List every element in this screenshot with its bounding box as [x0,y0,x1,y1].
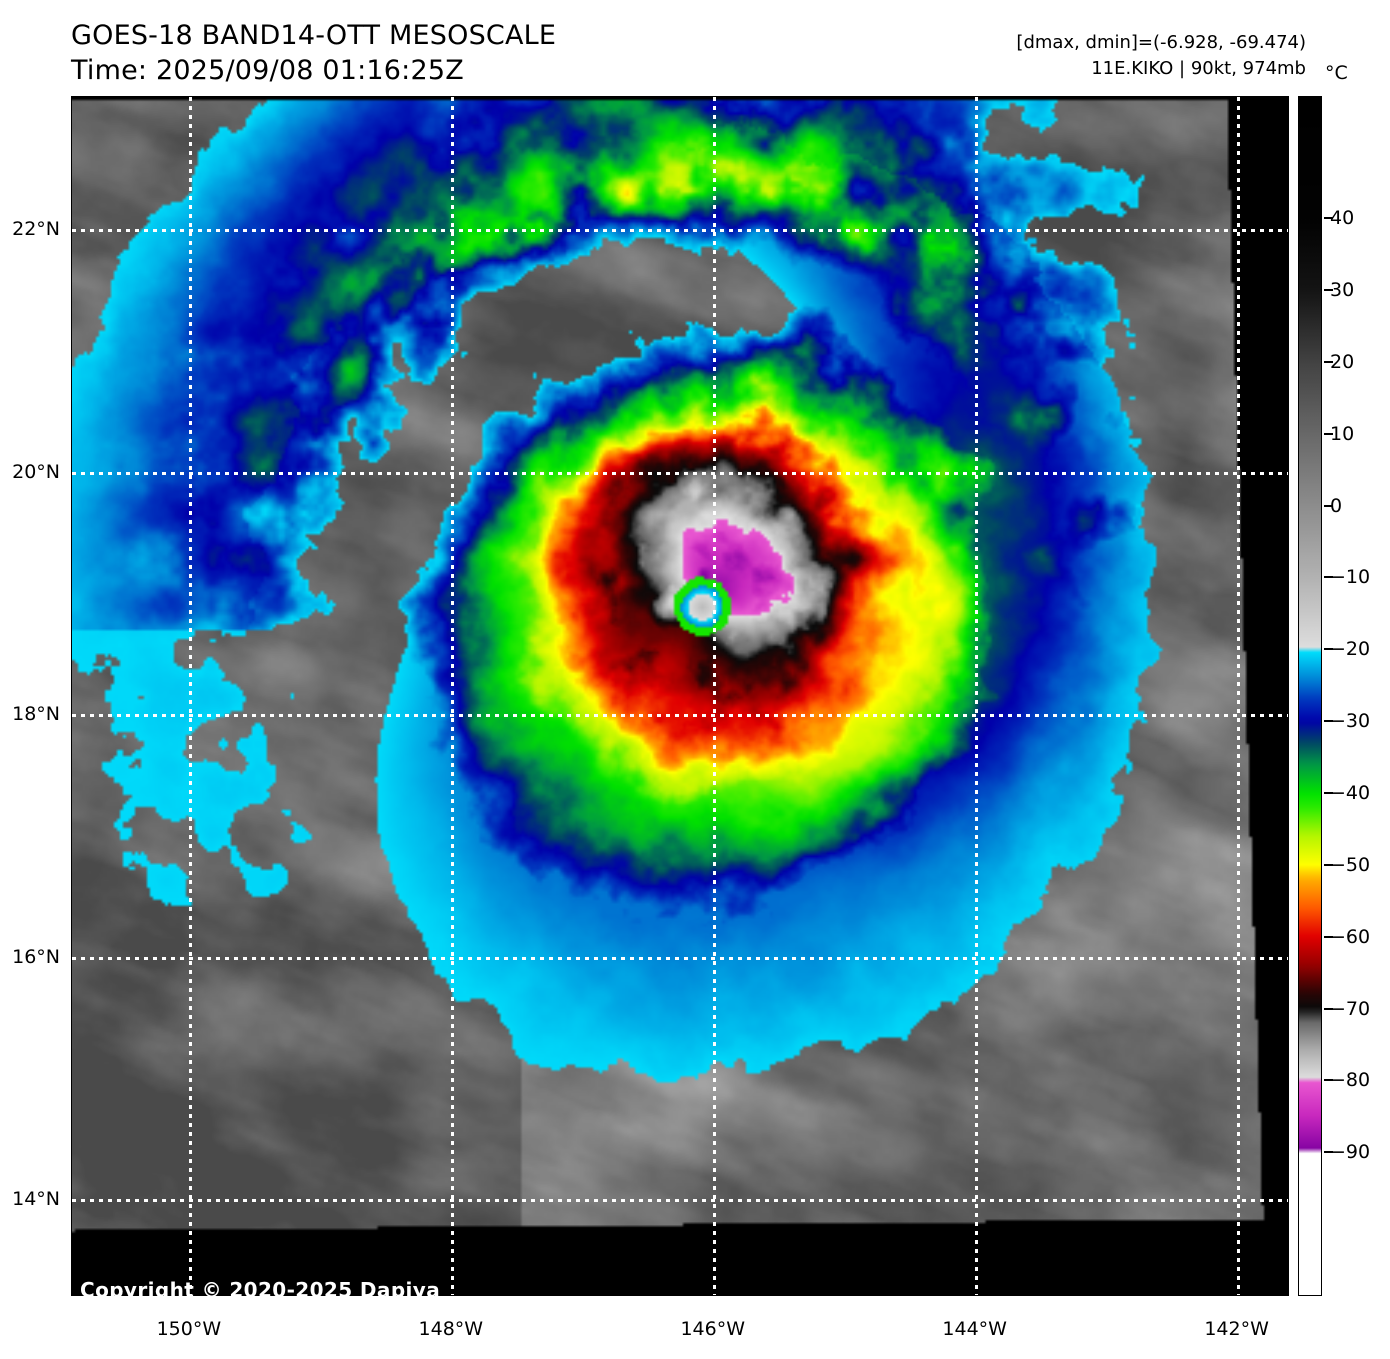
gridline-vertical [450,97,454,1295]
satellite-image-plot [71,96,1289,1296]
colorbar-tick-label: 30 [1330,279,1355,301]
latitude-tick-label: 22°N [12,218,60,241]
colorbar-tick-mark [1324,1079,1333,1082]
colorbar-tick-label: −80 [1330,1069,1371,1092]
gridline-vertical [974,97,978,1295]
gridline-horizontal [72,229,1288,233]
colorbar-tick-mark [1324,217,1333,220]
longitude-tick-label: 146°W [680,1318,746,1340]
longitude-tick-label: 148°W [418,1318,484,1340]
colorbar-tick-label: −10 [1330,566,1371,589]
longitude-tick-label: 144°W [942,1318,1007,1340]
colorbar-tick-mark [1324,289,1333,291]
colorbar-tick-mark [1324,576,1333,579]
gridline-horizontal [72,471,1288,475]
colorbar-tick-label: 10 [1330,422,1355,445]
colorbar-tick-mark [1324,1007,1333,1010]
colorbar-tick-label: −30 [1330,710,1371,733]
colorbar-tick-label: 20 [1330,350,1355,373]
colorbar-tick-mark [1324,360,1333,363]
colorbar-tick-label: 40 [1330,207,1355,230]
colorbar-tick-mark [1324,720,1333,723]
colorbar-tick-mark [1324,863,1333,866]
longitude-tick-label: 150°W [156,1318,222,1340]
satellite-imagery [72,97,1288,1295]
colorbar-unit-label: °C [1325,62,1348,84]
colorbar-tick-label: −20 [1330,638,1371,661]
colorbar-tick-label: 0 [1330,494,1343,517]
gridline-horizontal [72,714,1288,718]
colorbar-tick-mark [1324,432,1333,435]
gridline-horizontal [72,1199,1288,1203]
colorbar-tick-label: −60 [1330,925,1371,948]
latitude-tick-label: 16°N [12,945,60,968]
infrared-brightness-temperature-field [72,97,1288,1295]
page-title: GOES-18 BAND14-OTT MESOSCALE Time: 2025/… [71,18,556,88]
colorbar-tick-mark [1324,792,1333,794]
timestamp-label: Time: 2025/09/08 01:16:25Z [71,55,464,87]
latitude-tick-label: 20°N [12,460,60,483]
gridline-vertical [188,97,192,1295]
gridline-horizontal [72,956,1288,960]
colorbar-tick-label: −50 [1330,853,1371,876]
latitude-tick-label: 14°N [12,1188,60,1211]
metadata-block: [dmax, dmin]=(-6.928, -69.474) 11E.KIKO … [1016,30,1306,82]
colorbar-tick-label: −40 [1330,782,1371,804]
colorbar-tick-mark [1324,504,1333,507]
colorbar-tick-mark [1324,1151,1333,1154]
temperature-colorbar [1298,96,1322,1296]
colorbar-gradient [1299,97,1321,1295]
colorbar-tick-label: −70 [1330,997,1371,1020]
colorbar-tick-label: −90 [1330,1141,1371,1164]
copyright-notice: Copyright © 2020-2025 Dapiya [80,1278,441,1302]
storm-info-label: 11E.KIKO | 90kt, 974mb [1091,58,1306,80]
longitude-tick-label: 142°W [1204,1318,1269,1340]
colorbar-tick-mark [1324,935,1333,938]
gridline-vertical [712,97,716,1295]
latitude-tick-label: 18°N [12,703,60,726]
colorbar-tick-mark [1324,648,1333,651]
product-title: GOES-18 BAND14-OTT MESOSCALE [71,20,557,51]
data-range-label: [dmax, dmin]=(-6.928, -69.474) [1016,32,1306,53]
gridline-vertical [1236,97,1240,1295]
